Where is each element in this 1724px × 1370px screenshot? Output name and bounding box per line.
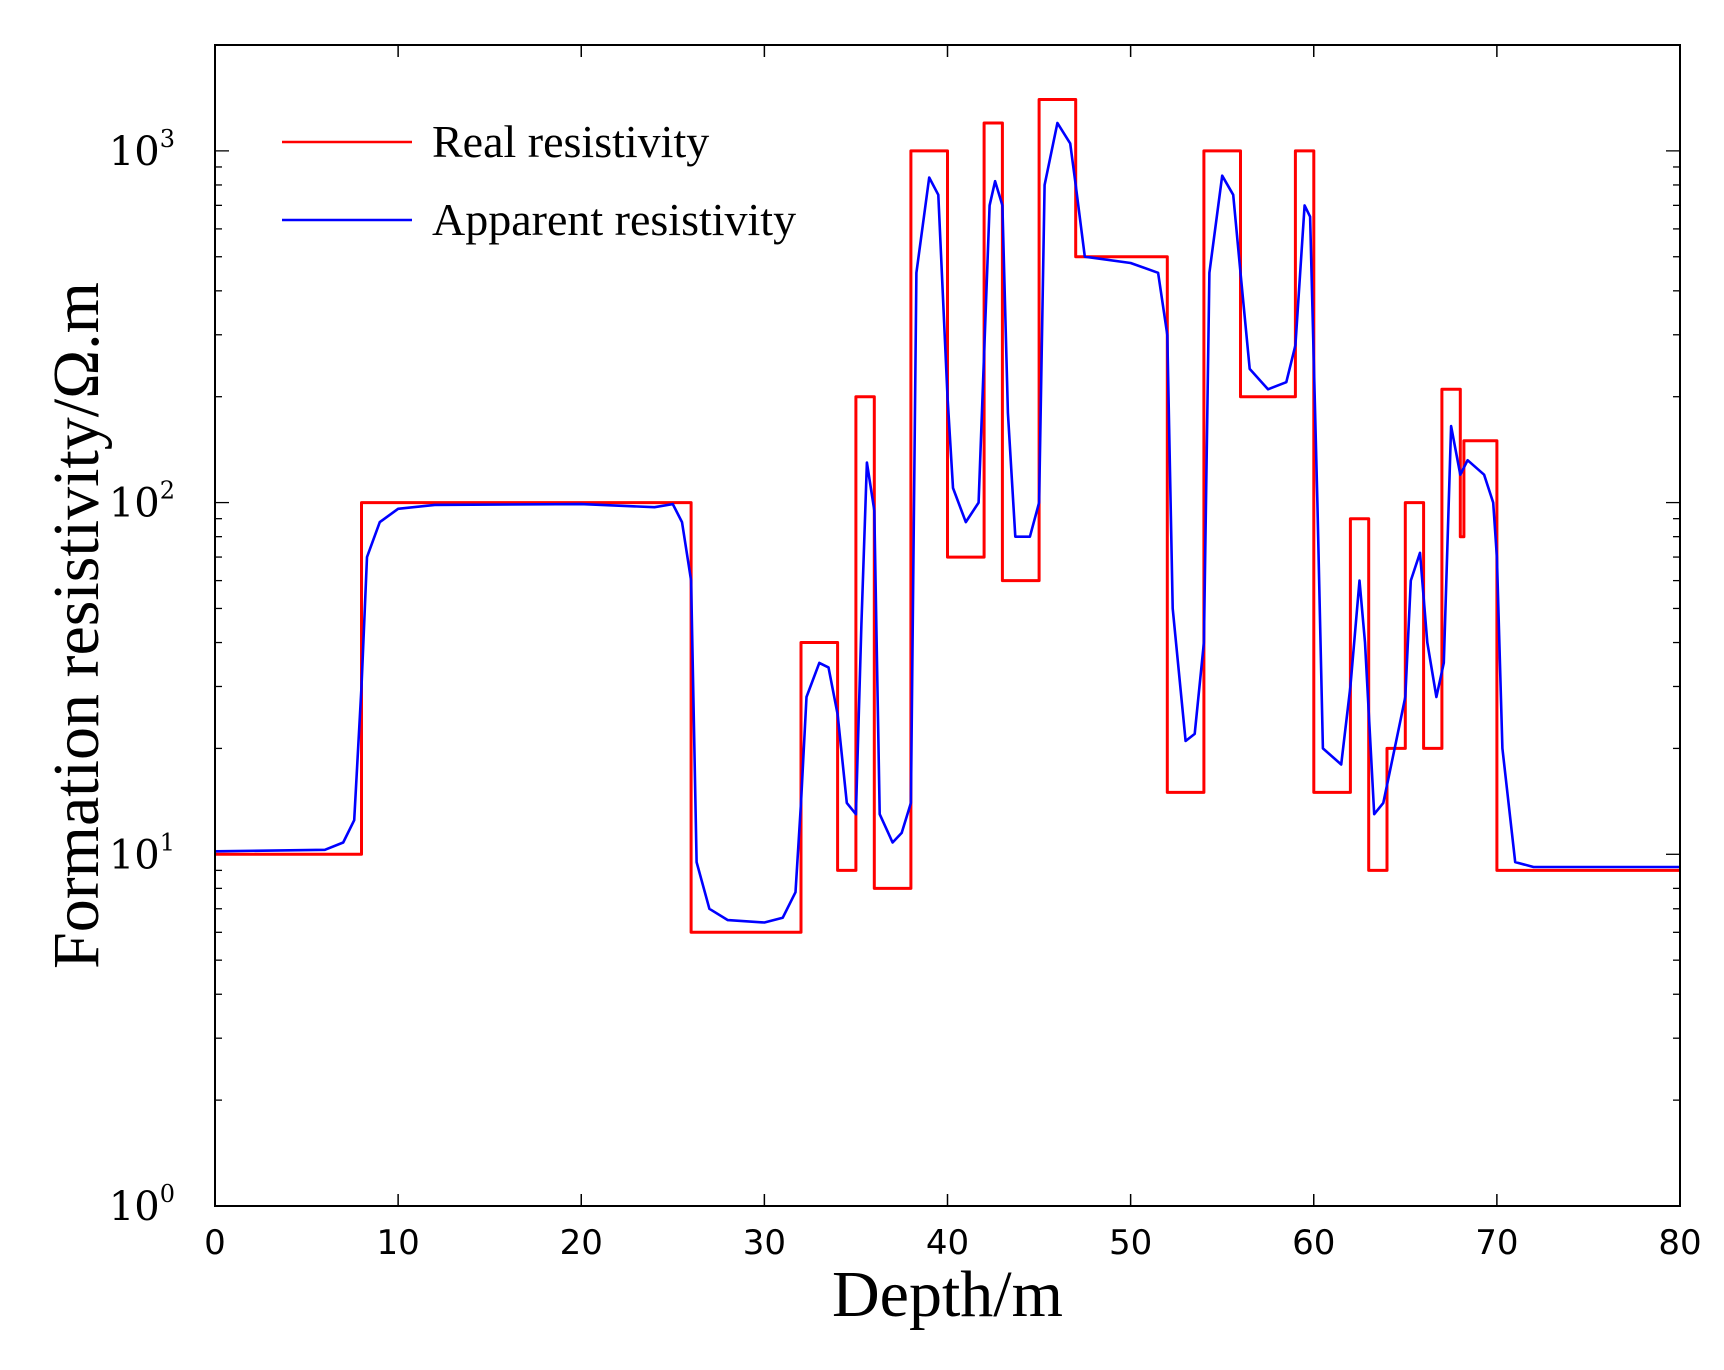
x-axis-tick-labels: 0 10 20 30 40 50 60 70 80 — [204, 1223, 1701, 1263]
y-tick-label: 101 — [109, 828, 175, 878]
x-tick-label: 60 — [1292, 1223, 1335, 1263]
legend-label-real-resistivity: Real resistivity — [432, 116, 709, 167]
x-tick-label: 50 — [1109, 1223, 1152, 1263]
x-tick-label: 30 — [743, 1223, 786, 1263]
y-axis-tick-labels: 100 101 102 103 — [109, 125, 175, 1230]
y-tick-label: 102 — [109, 477, 175, 527]
y-axis-title: Formation resistivity/Ω.m — [40, 282, 113, 969]
x-axis-title: Depth/m — [832, 1258, 1063, 1331]
plot-area-frame — [214, 44, 1681, 1207]
x-tick-label: 70 — [1475, 1223, 1518, 1263]
x-tick-label: 80 — [1658, 1223, 1701, 1263]
y-tick-label: 100 — [109, 1180, 175, 1230]
x-tick-label: 40 — [926, 1223, 969, 1263]
series-line-apparent-resistivity — [215, 121, 1680, 924]
series-line-real-resistivity — [215, 98, 1680, 934]
legend: Real resistivity Apparent resistivity — [282, 116, 796, 245]
legend-label-apparent-resistivity: Apparent resistivity — [432, 194, 796, 245]
series-layer — [215, 98, 1680, 934]
x-tick-label: 20 — [560, 1223, 603, 1263]
y-tick-label: 103 — [109, 125, 175, 175]
x-tick-label: 0 — [204, 1223, 226, 1263]
x-tick-label: 10 — [376, 1223, 419, 1263]
